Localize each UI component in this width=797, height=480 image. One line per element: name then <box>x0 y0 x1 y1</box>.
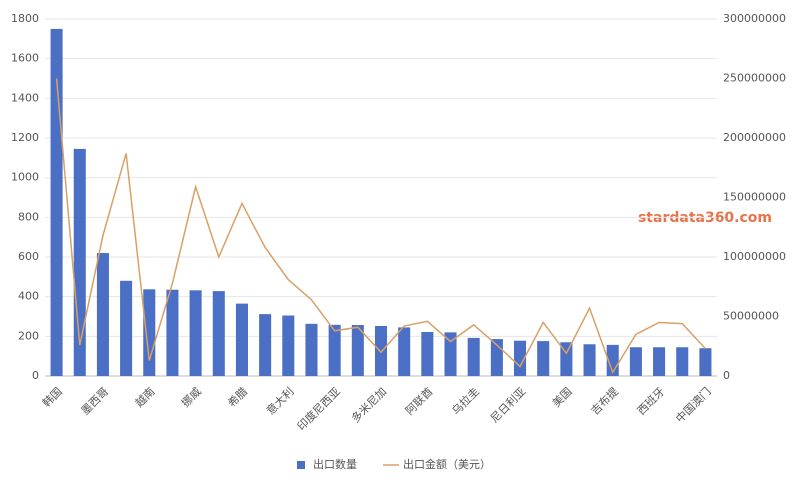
x-tick-label: 印度尼西亚 <box>294 384 343 433</box>
y-tick-label: 1600 <box>11 52 39 65</box>
y-tick-label: 1400 <box>11 91 39 104</box>
y2-tick-label: 100000000 <box>723 250 786 263</box>
x-tick-label: 美国 <box>550 385 575 410</box>
bar <box>699 348 712 376</box>
x-tick-label: 阿联酋 <box>402 384 435 417</box>
bar <box>537 341 550 376</box>
bar <box>282 315 295 376</box>
bar <box>328 324 341 376</box>
y2-tick-label: 150000000 <box>723 191 786 204</box>
y-tick-label: 200 <box>18 329 39 342</box>
y-tick-label: 400 <box>18 290 39 303</box>
bar <box>398 327 411 376</box>
y2-tick-label: 50000000 <box>723 310 779 323</box>
bar <box>96 253 109 376</box>
y2-tick-label: 250000000 <box>723 72 786 85</box>
bar <box>676 347 689 376</box>
bar <box>374 326 388 376</box>
y-tick-label: 800 <box>18 210 39 223</box>
x-tick-label: 挪威 <box>178 384 203 409</box>
y2-tick-label: 0 <box>723 369 730 382</box>
legend-label: 出口金额（美元） <box>403 457 491 471</box>
bar <box>467 337 480 376</box>
bar <box>583 344 596 376</box>
bar <box>351 325 364 376</box>
y-tick-label: 1000 <box>11 171 39 184</box>
legend-label: 出口数量 <box>313 457 357 471</box>
bar <box>189 290 202 376</box>
bar <box>305 323 318 376</box>
bar <box>120 280 133 376</box>
bar <box>653 347 666 376</box>
bar <box>166 289 179 376</box>
x-tick-label: 多米尼加 <box>348 384 389 425</box>
legend-swatch <box>297 461 305 469</box>
y2-tick-label: 300000000 <box>723 12 786 25</box>
bar <box>421 331 434 376</box>
bar <box>444 332 457 376</box>
x-tick-label: 希腊 <box>225 384 250 409</box>
bar <box>143 289 156 376</box>
bar <box>629 347 642 376</box>
watermark: stardata360.com <box>638 210 772 226</box>
y-tick-label: 1200 <box>11 131 39 144</box>
x-tick-label: 越南 <box>132 384 157 409</box>
y2-tick-label: 200000000 <box>723 131 786 144</box>
bar <box>73 148 86 376</box>
x-tick-label: 尼日利亚 <box>488 385 528 425</box>
bar <box>560 342 573 376</box>
y-tick-label: 1800 <box>11 12 39 25</box>
x-tick-label: 西班牙 <box>635 385 668 418</box>
bar <box>259 314 272 376</box>
y-tick-label: 600 <box>18 250 39 263</box>
y-tick-label: 0 <box>32 369 39 382</box>
x-tick-label: 乌拉圭 <box>449 384 482 417</box>
line <box>55 78 706 375</box>
x-tick-label: 吉布提 <box>588 385 621 418</box>
x-tick-label: 韩国 <box>39 384 64 409</box>
x-tick-label: 意大利 <box>263 384 296 417</box>
bar <box>212 291 225 376</box>
x-tick-label: 中国澳门 <box>673 384 714 425</box>
bar <box>514 340 527 376</box>
x-tick-label: 墨西哥 <box>79 385 112 418</box>
bar <box>235 303 248 376</box>
